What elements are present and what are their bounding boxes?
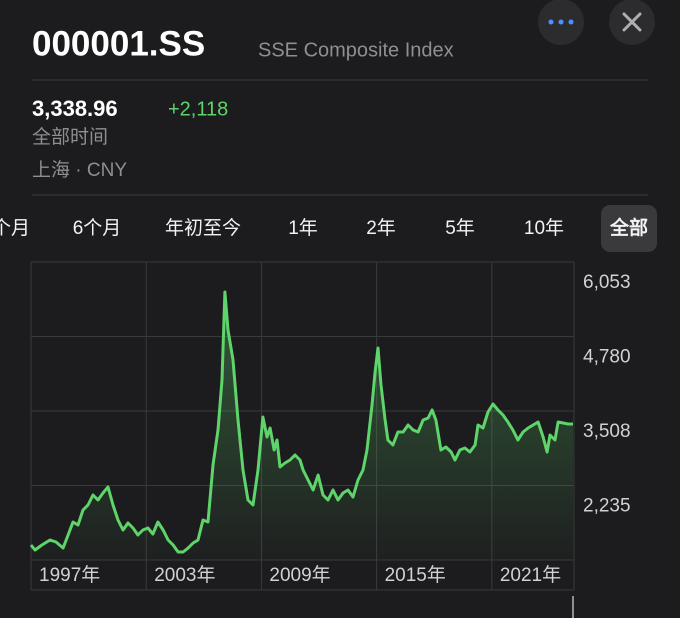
tab[interactable]: 年初至今 bbox=[165, 217, 241, 239]
area bbox=[31, 292, 574, 560]
y-tick-label: 4,780 bbox=[583, 347, 631, 368]
line bbox=[29, 290, 573, 554]
y-tick-label: 6,053 bbox=[583, 272, 631, 293]
chart: 6,053 4,780 3,508 2,235 1997年 2003年 2009年 2015年… bbox=[29, 261, 631, 591]
close-icon bbox=[622, 12, 642, 32]
tab[interactable]: 1年 bbox=[288, 217, 318, 239]
tab[interactable]: 个月 bbox=[0, 217, 30, 239]
selected-tab-bg bbox=[601, 205, 657, 252]
dot bbox=[548, 19, 554, 25]
change: +2,118 bbox=[168, 98, 228, 120]
price: 3,338.96 bbox=[32, 96, 118, 121]
company-name: SSE Composite Index bbox=[258, 39, 454, 61]
tab[interactable]: 6个月 bbox=[73, 217, 122, 239]
x-tick-label: 1997年 bbox=[39, 564, 100, 586]
x-tick-label: 2021年 bbox=[500, 564, 561, 586]
x-tick-label: 2009年 bbox=[269, 564, 330, 586]
tab[interactable]: 2年 bbox=[366, 217, 396, 239]
x-tick-label: 2015年 bbox=[385, 564, 446, 586]
dot bbox=[558, 19, 564, 25]
period: 全部时间 bbox=[32, 126, 108, 148]
y-tick-label: 2,235 bbox=[583, 496, 631, 517]
symbol: 000001.SS bbox=[32, 24, 205, 63]
exchange: 上海 · CNY bbox=[32, 159, 127, 181]
tab[interactable]: 10年 bbox=[524, 217, 564, 239]
y-tick-label: 3,508 bbox=[583, 421, 631, 442]
dot bbox=[568, 19, 574, 25]
tab[interactable]: 5年 bbox=[445, 217, 475, 239]
x-tick-label: 2003年 bbox=[154, 564, 215, 586]
tab[interactable]: 全部 bbox=[609, 216, 648, 239]
